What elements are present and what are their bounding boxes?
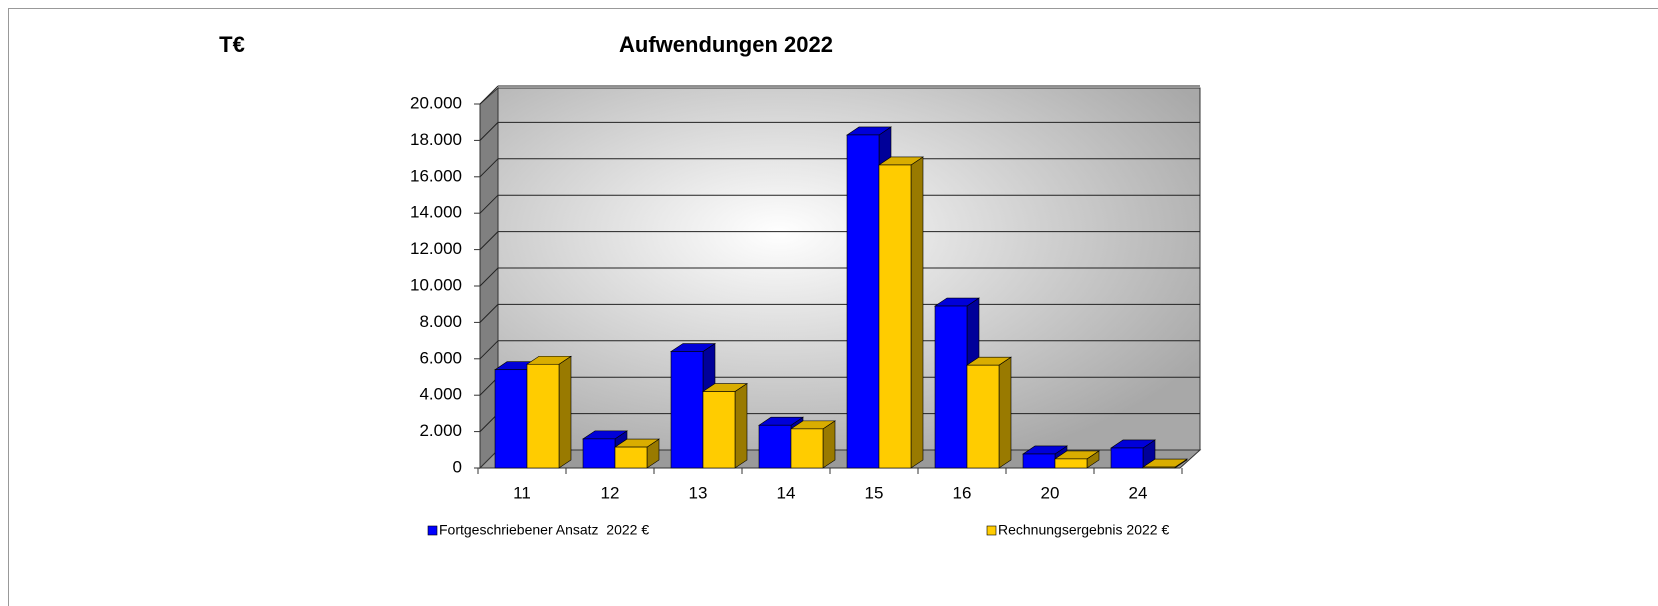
y-tick-label: 8.000 [419, 312, 462, 331]
bar [934, 305, 968, 469]
bar [790, 428, 824, 469]
x-tick-label: 15 [865, 483, 884, 502]
bar [1022, 453, 1056, 469]
bar [582, 438, 616, 469]
bar [966, 364, 1000, 469]
legend-label: Fortgeschriebener Ansatz 2022 € [439, 522, 649, 538]
grid-line [479, 85, 499, 105]
x-tick-label: 24 [1129, 483, 1148, 502]
unit-label: T€ [219, 32, 245, 57]
x-tick-label: 12 [601, 483, 620, 502]
y-tick-label: 20.000 [410, 93, 462, 112]
y-tick-label: 12.000 [410, 239, 462, 258]
frame [8, 8, 1658, 606]
legend-label: Rechnungsergebnis 2022 € [998, 522, 1169, 538]
grid-line [479, 194, 499, 214]
x-tick-label: 20 [1041, 483, 1060, 502]
bar [758, 424, 792, 469]
y-tick-label: 14.000 [410, 203, 462, 222]
x-tick-label: 14 [777, 483, 796, 502]
x-tick-label: 11 [513, 483, 531, 502]
y-tick-label: 0 [453, 457, 462, 476]
grid-line [479, 340, 499, 360]
chart-title: Aufwendungen 2022 [619, 32, 833, 57]
bar [702, 391, 736, 469]
bar-side [910, 156, 924, 469]
y-tick-label: 2.000 [419, 421, 462, 440]
legend-swatch [986, 525, 997, 536]
grid-line [479, 231, 499, 250]
bar [1142, 466, 1176, 469]
bar [670, 351, 704, 469]
bar [846, 134, 880, 469]
bar-side [558, 355, 572, 469]
bar [878, 164, 912, 469]
bar-side [998, 356, 1012, 469]
bar [494, 369, 528, 469]
y-tick-label: 18.000 [410, 130, 462, 149]
y-tick-label: 10.000 [410, 275, 462, 294]
legend-swatch [427, 525, 438, 536]
grid-line [479, 122, 499, 141]
y-tick-label: 6.000 [419, 348, 462, 367]
bar [1054, 458, 1088, 469]
grid-line [479, 267, 499, 287]
x-tick-label: 16 [953, 483, 972, 502]
y-tick-label: 4.000 [419, 385, 462, 404]
grid-line [479, 158, 499, 178]
bar [1110, 447, 1144, 469]
grid-line [479, 304, 499, 323]
x-tick-label: 13 [689, 483, 708, 502]
y-tick-label: 16.000 [410, 166, 462, 185]
bar [526, 363, 560, 469]
bar-side [734, 382, 748, 469]
bar [614, 446, 648, 469]
